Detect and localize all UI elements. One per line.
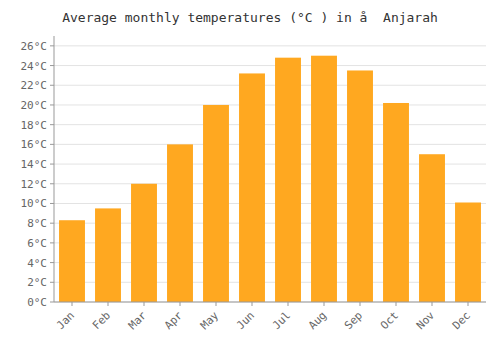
chart-container: Average monthly temperatures (°C ) in å … <box>0 0 500 350</box>
bar <box>95 208 121 302</box>
y-tick-label: 24°C <box>21 60 48 73</box>
x-tick <box>108 302 109 306</box>
bar <box>383 103 409 302</box>
bar <box>275 58 301 302</box>
y-tick-label: 14°C <box>21 158 48 171</box>
bar <box>59 220 85 302</box>
grid-line <box>54 45 486 46</box>
x-axis-line <box>54 302 486 303</box>
y-tick <box>50 223 54 224</box>
y-tick-label: 6°C <box>27 237 47 250</box>
y-tick <box>50 282 54 283</box>
y-tick-label: 20°C <box>21 99 48 112</box>
x-tick <box>324 302 325 306</box>
bar <box>167 144 193 302</box>
grid-line <box>54 144 486 145</box>
chart-title: Average monthly temperatures (°C ) in å … <box>62 10 438 25</box>
y-tick <box>50 262 54 263</box>
y-tick-label: 4°C <box>27 257 47 270</box>
y-tick-label: 12°C <box>21 178 48 191</box>
x-tick-label: Aug <box>306 309 329 332</box>
x-tick-label: May <box>198 309 222 333</box>
x-tick-label: Nov <box>414 309 438 333</box>
x-tick-label: Jul <box>270 309 293 332</box>
x-tick <box>288 302 289 306</box>
y-tick-label: 2°C <box>27 276 47 289</box>
x-tick-label: Apr <box>162 309 186 333</box>
x-tick <box>180 302 181 306</box>
x-tick-label: Oct <box>378 309 401 332</box>
x-tick-label: Sep <box>342 309 365 332</box>
y-tick <box>50 144 54 145</box>
bar <box>419 154 445 302</box>
x-tick <box>468 302 469 306</box>
y-tick <box>50 164 54 165</box>
y-tick-label: 18°C <box>21 119 48 132</box>
x-tick-label: Dec <box>450 309 473 332</box>
x-tick <box>252 302 253 306</box>
y-axis-line <box>54 36 55 302</box>
grid-line <box>54 104 486 105</box>
y-tick <box>50 183 54 184</box>
chart-svg: Average monthly temperatures (°C ) in å … <box>0 0 500 350</box>
y-tick <box>50 85 54 86</box>
y-tick-label: 26°C <box>21 40 48 53</box>
y-tick-label: 22°C <box>21 79 48 92</box>
bar <box>239 73 265 302</box>
y-tick <box>50 65 54 66</box>
y-tick-label: 10°C <box>21 197 48 210</box>
grid-line <box>54 85 486 86</box>
grid-line <box>54 302 486 303</box>
x-tick-label: Jun <box>234 309 257 332</box>
x-tick <box>216 302 217 306</box>
x-tick-label: Mar <box>126 309 150 333</box>
y-tick <box>50 203 54 204</box>
y-tick <box>50 302 54 303</box>
x-tick <box>72 302 73 306</box>
y-tick <box>50 104 54 105</box>
bar <box>311 56 337 302</box>
bar <box>455 202 481 302</box>
bar <box>203 105 229 302</box>
x-tick <box>432 302 433 306</box>
y-tick-label: 8°C <box>27 217 47 230</box>
bars <box>59 56 481 302</box>
x-tick <box>396 302 397 306</box>
x-tick-label: Feb <box>90 309 113 332</box>
y-tick-label: 16°C <box>21 138 48 151</box>
y-tick <box>50 124 54 125</box>
grid-line <box>54 65 486 66</box>
y-tick <box>50 45 54 46</box>
y-tick-label: 0°C <box>27 296 47 309</box>
bar <box>131 184 157 302</box>
x-tick-label: Jan <box>54 309 77 332</box>
bar <box>347 70 373 302</box>
grid-line <box>54 124 486 125</box>
x-tick <box>144 302 145 306</box>
x-tick <box>360 302 361 306</box>
y-tick <box>50 242 54 243</box>
